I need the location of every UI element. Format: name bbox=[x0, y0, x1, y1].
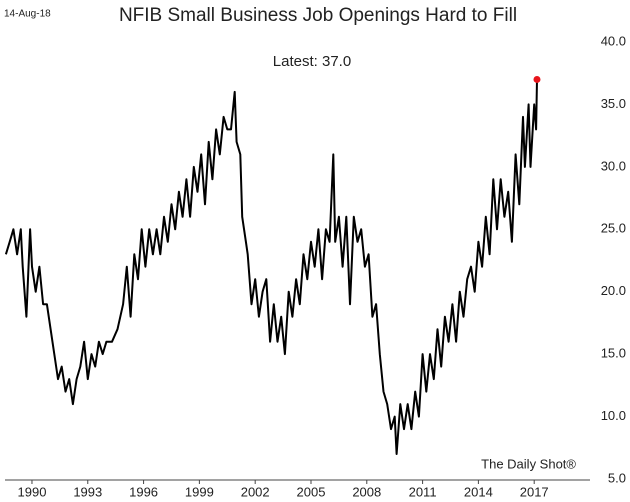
x-tick-label: 1993 bbox=[73, 484, 102, 499]
chart-title: NFIB Small Business Job Openings Hard to… bbox=[119, 5, 517, 26]
latest-point bbox=[533, 75, 541, 83]
x-tick-label: 2008 bbox=[352, 484, 381, 499]
y-tick-label: 40.0 bbox=[601, 33, 626, 48]
x-tick-label: 2017 bbox=[520, 484, 549, 499]
date-label: 14-Aug-18 bbox=[4, 9, 51, 20]
y-tick-label: 10.0 bbox=[601, 408, 626, 423]
y-tick-label: 15.0 bbox=[601, 346, 626, 361]
y-tick-label: 35.0 bbox=[601, 96, 626, 111]
x-tick-label: 2014 bbox=[464, 484, 493, 499]
line bbox=[4, 79, 538, 455]
y-tick-label: 30.0 bbox=[601, 158, 626, 173]
annotation: Latest: 37.0 bbox=[273, 53, 351, 70]
x-tick-label: 2011 bbox=[409, 484, 437, 499]
x-tick-label: 1999 bbox=[185, 484, 214, 499]
x-tick-label: 2005 bbox=[297, 484, 326, 499]
y-tick-label: 5.0 bbox=[608, 470, 626, 485]
y-tick-label: 25.0 bbox=[601, 221, 626, 236]
source: The Daily Shot® bbox=[481, 456, 576, 471]
x-tick-label: 1990 bbox=[18, 484, 47, 499]
x-tick-label: 1996 bbox=[129, 484, 158, 499]
x-tick-label: 2002 bbox=[241, 484, 270, 499]
y-tick-label: 20.0 bbox=[601, 283, 626, 298]
